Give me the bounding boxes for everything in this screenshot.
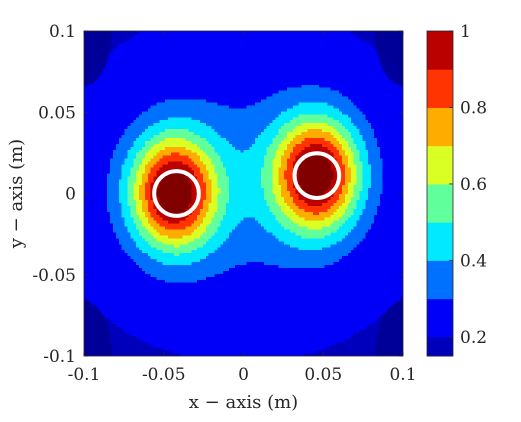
colorbar-tick-label: 0.4 [460,251,487,271]
colorbar-tick-label: 0.2 [460,328,487,348]
colorbar-band [427,298,453,338]
colorbar-band [427,336,453,357]
contour-bands [84,31,403,356]
colorbar-band [427,260,453,300]
colorbar-band [427,69,453,108]
x-tick-label: -0.05 [142,365,186,385]
x-tick-label: 0 [238,365,249,385]
y-axis-label: y − axis (m) [6,139,27,249]
y-tick-label: 0 [65,185,76,205]
colorbar-box [426,30,454,357]
axes: -0.1 -0.05 0 0.05 0.1 -0.1 -0.05 0 0.05 0.1 [32,22,416,385]
colorbar-tick-label: 0.6 [460,175,487,195]
y-tick-label: 0.1 [49,22,76,42]
colorbar-tick-label: 0.8 [460,98,487,118]
y-tick-label: -0.1 [43,347,76,367]
plot-area [84,31,403,356]
colorbar-tick-label: 1 [460,22,471,42]
marker-circle-1 [152,169,201,218]
y-tick-label: 0.05 [38,103,76,123]
x-tick-label: 0.05 [304,365,342,385]
y-tick-label: -0.05 [32,266,76,286]
marker-circle-2 [292,151,342,200]
colorbar-band [427,107,453,147]
colorbar-band [427,145,453,185]
x-axis-label: x − axis (m) [189,392,298,413]
colorbar: 0.2 0.4 0.6 0.8 1 [426,22,487,357]
low-value-corners [84,31,403,356]
colorbar-band [427,222,453,261]
x-tick-label: -0.1 [68,365,101,385]
colorbar-band [427,31,453,70]
marker-circles [152,151,342,218]
colorbar-band [427,183,453,223]
x-tick-label: 0.1 [389,365,416,385]
